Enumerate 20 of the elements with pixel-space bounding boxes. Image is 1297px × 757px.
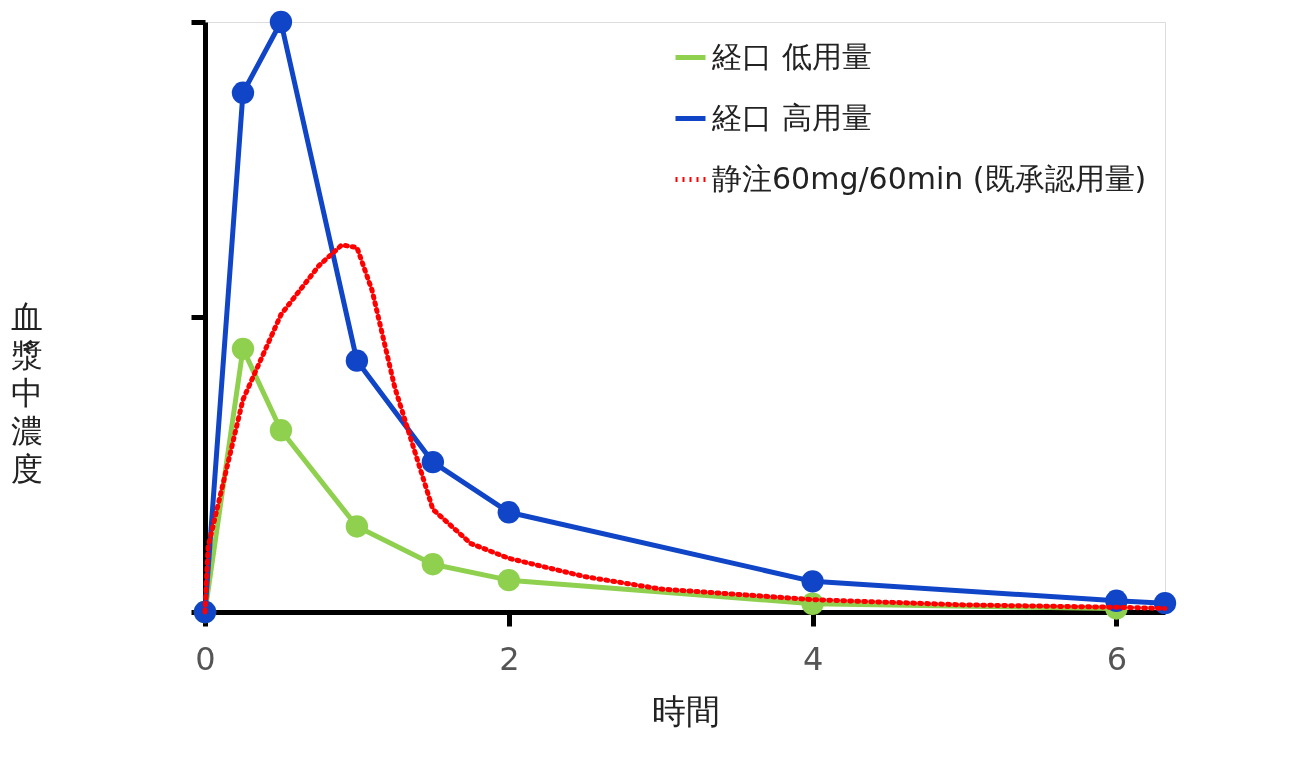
point [801, 570, 824, 593]
x-tick-label: 2 [499, 639, 520, 678]
point [269, 10, 293, 34]
legend-label: 静注60mg/60min (既承認用量) [712, 160, 1147, 196]
point [345, 515, 369, 538]
point [231, 81, 255, 104]
legend-label: 経口 低用量 [711, 38, 872, 74]
x-tick-label: 6 [1106, 639, 1128, 678]
legend-label: 経口 高用量 [711, 99, 872, 135]
point [345, 349, 369, 372]
point [421, 553, 445, 576]
point [497, 568, 520, 592]
point [497, 501, 520, 524]
x-tick-label: 4 [802, 639, 824, 678]
point [421, 450, 445, 474]
x-tick-label: 0 [195, 639, 216, 678]
point [269, 419, 293, 442]
y-axis-title: 血漿中濃度 [11, 297, 43, 488]
x-axis-title: 時間 [651, 690, 720, 731]
point [231, 337, 255, 361]
